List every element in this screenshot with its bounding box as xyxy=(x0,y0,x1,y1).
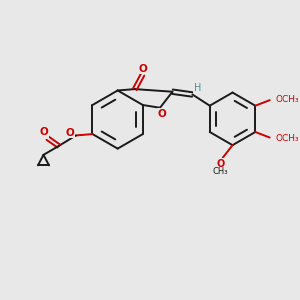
Text: OCH₃: OCH₃ xyxy=(275,134,299,142)
Text: CH₃: CH₃ xyxy=(213,167,228,176)
Text: O: O xyxy=(217,159,225,169)
Text: O: O xyxy=(138,64,147,74)
Text: H: H xyxy=(194,82,201,93)
Text: O: O xyxy=(40,127,49,137)
Text: O: O xyxy=(65,128,74,138)
Text: OCH₃: OCH₃ xyxy=(275,95,299,104)
Text: O: O xyxy=(158,109,167,119)
